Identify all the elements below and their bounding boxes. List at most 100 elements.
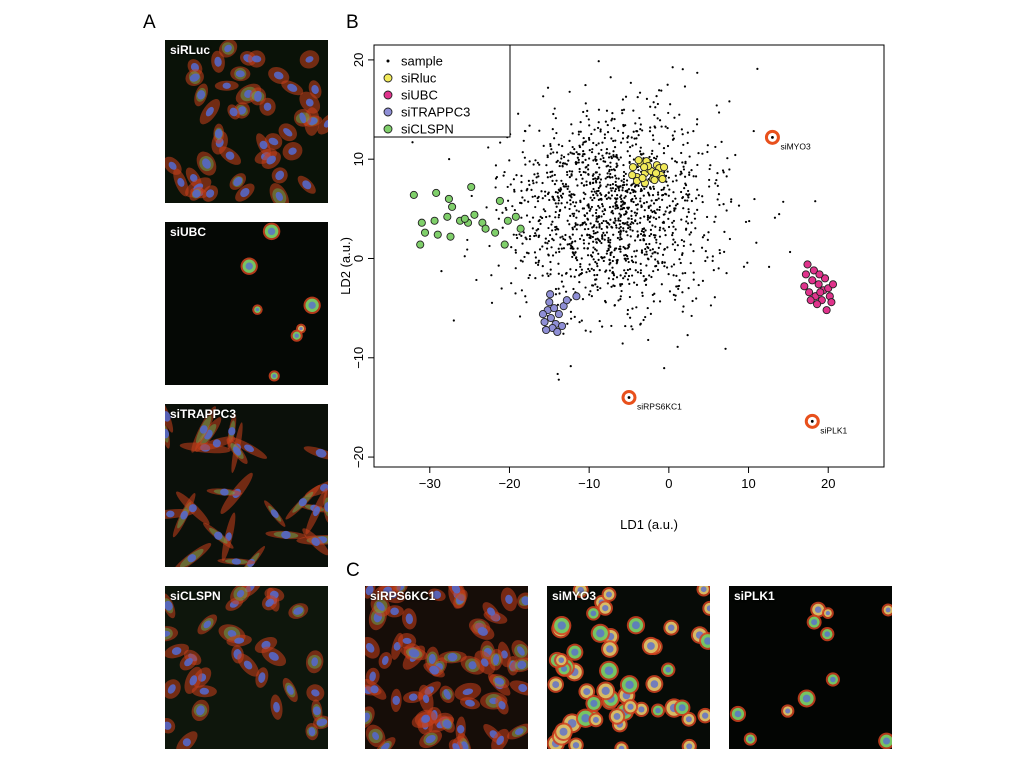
sample-point — [582, 136, 585, 140]
sample-point — [574, 223, 577, 226]
sample-point — [557, 143, 560, 146]
sample-point — [533, 173, 536, 176]
sample-point — [538, 219, 541, 222]
sample-point — [611, 271, 614, 274]
sample-point — [631, 144, 634, 147]
sample-point — [654, 225, 657, 228]
sample-point — [582, 239, 585, 242]
sample-point — [612, 221, 615, 224]
sample-point — [521, 242, 524, 245]
sample-point — [673, 130, 676, 133]
sample-point — [624, 195, 627, 198]
series-point — [558, 321, 567, 331]
sample-point — [622, 229, 625, 232]
series-point — [420, 228, 430, 237]
sample-point — [688, 155, 691, 158]
sample-point — [613, 146, 617, 149]
sample-point — [660, 283, 663, 286]
sample-point — [570, 193, 573, 196]
x-tick-label: −30 — [419, 476, 441, 491]
sample-point — [553, 107, 556, 110]
sample-point — [607, 244, 610, 247]
series-point — [658, 174, 667, 184]
sample-point — [601, 210, 604, 213]
sample-point — [603, 209, 607, 212]
sample-point — [592, 141, 595, 145]
sample-point — [554, 216, 557, 219]
sample-point — [594, 283, 597, 286]
sample-point — [537, 195, 540, 198]
sample-point — [609, 261, 612, 264]
sample-point — [571, 132, 574, 135]
sample-point — [625, 230, 628, 233]
sample-point — [559, 243, 562, 246]
sample-point — [549, 142, 552, 146]
sample-point — [576, 223, 579, 226]
sample-point — [617, 217, 620, 220]
sample-point — [695, 123, 699, 126]
series-point — [443, 212, 452, 221]
sample-point — [651, 252, 654, 255]
sample-point — [672, 225, 675, 228]
sample-point — [684, 228, 688, 231]
sample-point — [648, 242, 651, 246]
micrograph-label: siRLuc — [170, 43, 211, 57]
sample-point — [597, 60, 600, 63]
sample-point — [591, 198, 594, 202]
sample-point — [541, 265, 544, 268]
sample-point — [610, 157, 613, 160]
sample-point — [658, 216, 661, 219]
sample-point — [597, 186, 600, 190]
sample-point — [580, 257, 583, 260]
sample-point — [554, 191, 557, 194]
sample-point — [652, 101, 655, 104]
sample-point — [555, 225, 558, 228]
sample-point — [634, 214, 637, 217]
sample-point — [655, 155, 659, 158]
sample-point — [602, 156, 605, 160]
sample-point — [610, 189, 613, 192]
sample-point — [572, 193, 575, 196]
sample-point — [574, 222, 577, 225]
legend-marker — [386, 59, 390, 63]
series-point — [562, 296, 571, 305]
sample-point — [716, 184, 719, 187]
sample-point — [694, 175, 698, 178]
sample-point — [578, 321, 581, 324]
sample-point — [547, 274, 550, 278]
sample-point — [683, 175, 687, 178]
sample-point — [574, 240, 577, 243]
sample-point — [595, 208, 598, 212]
sample-point — [537, 228, 540, 231]
sample-point — [545, 164, 548, 167]
sample-point — [610, 285, 613, 288]
sample-point — [634, 269, 637, 272]
sample-point — [584, 329, 587, 332]
sample-point — [585, 114, 588, 118]
sample-point — [603, 133, 607, 136]
series-point — [828, 280, 838, 289]
sample-point — [572, 214, 575, 218]
sample-point — [681, 291, 684, 294]
sample-point — [600, 241, 603, 245]
sample-point — [673, 116, 676, 119]
sample-point — [630, 221, 633, 224]
sample-point — [652, 138, 655, 141]
sample-point — [599, 184, 602, 187]
sample-point — [575, 209, 578, 212]
sample-point — [697, 194, 700, 197]
sample-point — [602, 160, 605, 163]
sample-point — [619, 233, 622, 236]
sample-point — [653, 236, 656, 239]
sample-point — [636, 230, 639, 233]
sample-point — [587, 227, 590, 231]
sample-point — [651, 210, 654, 214]
sample-point — [642, 152, 645, 155]
sample-point — [688, 173, 691, 176]
sample-point — [621, 131, 625, 134]
sample-point — [534, 277, 537, 280]
series-point — [417, 218, 426, 227]
sample-point — [638, 150, 642, 153]
series-point — [813, 300, 822, 309]
sample-point — [692, 250, 695, 253]
